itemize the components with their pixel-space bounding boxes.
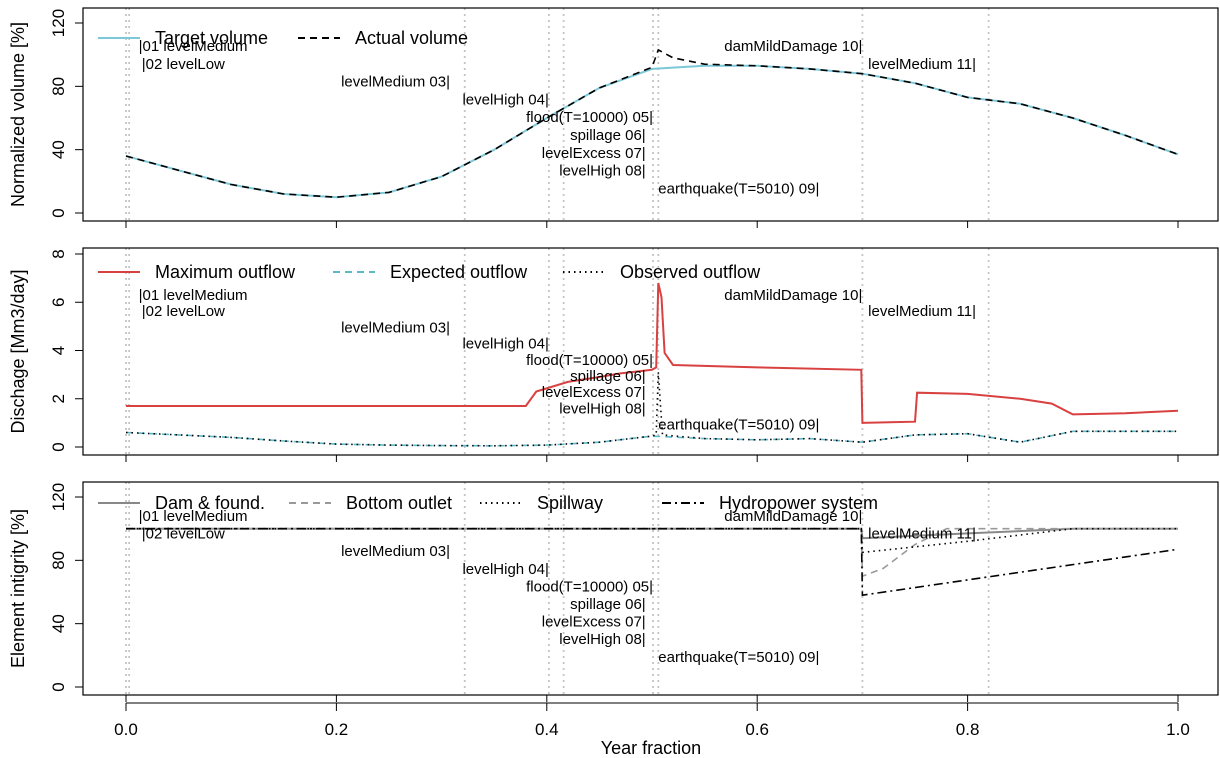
event-annotation: damMildDamage 10| bbox=[724, 38, 862, 55]
event-annotation: damMildDamage 10| bbox=[724, 287, 862, 304]
event-annotation: earthquake(T=5010) 09| bbox=[658, 417, 819, 434]
legend-label: Hydropower system bbox=[719, 493, 878, 513]
legend-label: Actual volume bbox=[355, 28, 468, 48]
y-axis-label: Normalized volume [%] bbox=[8, 22, 28, 207]
y-tick-label: 80 bbox=[49, 551, 68, 570]
x-tick-label: 0.4 bbox=[535, 720, 559, 739]
event-annotation: levelHigh 04| bbox=[462, 91, 548, 108]
event-annotation: spillage 06| bbox=[570, 127, 646, 144]
x-tick-label: 0.8 bbox=[956, 720, 980, 739]
event-annotation: levelMedium 11| bbox=[868, 56, 976, 73]
event-annotation: levelExcess 07| bbox=[542, 145, 646, 162]
event-annotation: levelMedium 03| bbox=[341, 319, 450, 336]
y-tick-label: 40 bbox=[49, 614, 68, 633]
legend-label: Bottom outlet bbox=[346, 493, 452, 513]
y-tick-label: 8 bbox=[49, 249, 68, 258]
event-annotation: spillage 06| bbox=[570, 596, 646, 613]
x-tick-label: 0.0 bbox=[114, 720, 138, 739]
y-tick-label: 120 bbox=[49, 9, 68, 37]
legend-label: Observed outflow bbox=[620, 262, 761, 282]
legend-label: Maximum outflow bbox=[155, 262, 296, 282]
y-tick-label: 0 bbox=[49, 442, 68, 451]
event-annotation: flood(T=10000) 05| bbox=[526, 352, 653, 369]
legend-label: Expected outflow bbox=[390, 262, 528, 282]
event-annotation: |01 levelMedium bbox=[139, 287, 248, 304]
event-annotation: |02 levelLow bbox=[142, 56, 225, 73]
event-annotation: levelHigh 08| bbox=[559, 400, 645, 417]
x-tick-label: 0.2 bbox=[325, 720, 349, 739]
y-tick-label: 0 bbox=[49, 208, 68, 217]
event-annotation: earthquake(T=5010) 09| bbox=[658, 180, 819, 197]
event-annotation: levelHigh 08| bbox=[559, 163, 645, 180]
y-tick-label: 4 bbox=[49, 346, 68, 355]
event-annotation: earthquake(T=5010) 09| bbox=[658, 649, 819, 666]
event-annotation: levelHigh 04| bbox=[462, 561, 548, 578]
event-annotation: levelMedium 03| bbox=[341, 543, 450, 560]
y-tick-label: 2 bbox=[49, 394, 68, 403]
event-annotation: levelHigh 08| bbox=[559, 631, 645, 648]
event-annotation: levelMedium 03| bbox=[341, 74, 450, 91]
y-tick-label: 80 bbox=[49, 77, 68, 96]
event-annotation: levelMedium 11| bbox=[868, 303, 976, 320]
legend-label: Spillway bbox=[537, 493, 603, 513]
legend-label: Dam & found. bbox=[155, 493, 265, 513]
x-axis-label: Year fraction bbox=[601, 738, 701, 758]
x-tick-label: 1.0 bbox=[1166, 720, 1190, 739]
x-tick-label: 0.6 bbox=[745, 720, 769, 739]
event-annotation: spillage 06| bbox=[570, 368, 646, 385]
y-tick-label: 6 bbox=[49, 298, 68, 307]
event-annotation: flood(T=10000) 05| bbox=[526, 109, 653, 126]
y-axis-label: Element intigrity [%] bbox=[8, 509, 28, 668]
event-annotation: flood(T=10000) 05| bbox=[526, 578, 653, 595]
y-tick-label: 40 bbox=[49, 140, 68, 159]
event-annotation: levelExcess 07| bbox=[542, 614, 646, 631]
legend-label: Target volume bbox=[155, 28, 268, 48]
y-axis-label: Dischage [Mm3/day] bbox=[8, 269, 28, 433]
y-tick-label: 120 bbox=[49, 483, 68, 511]
y-tick-label: 0 bbox=[49, 682, 68, 691]
event-annotation: levelExcess 07| bbox=[542, 384, 646, 401]
event-annotation: levelHigh 04| bbox=[462, 336, 548, 353]
event-annotation: |02 levelLow bbox=[142, 303, 225, 320]
event-annotation: |02 levelLow bbox=[142, 526, 225, 543]
event-annotation: levelMedium 11| bbox=[868, 526, 976, 543]
